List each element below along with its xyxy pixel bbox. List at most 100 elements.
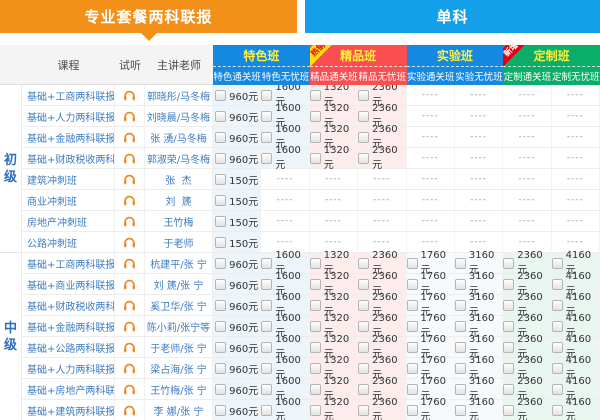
trial-listen-button[interactable] (115, 337, 145, 357)
price-checkbox[interactable] (503, 278, 515, 290)
price-checkbox[interactable] (503, 404, 515, 416)
price-checkbox[interactable] (215, 89, 227, 101)
trial-listen-button[interactable] (115, 169, 145, 189)
price-checkbox[interactable] (358, 362, 370, 374)
price-checkbox[interactable] (215, 173, 227, 185)
price-checkbox[interactable] (551, 362, 563, 374)
course-link[interactable]: 基础+商业两科联报 (22, 274, 115, 294)
course-link[interactable]: 基础+建筑两科联报 (22, 400, 115, 420)
price-checkbox[interactable] (215, 299, 227, 311)
price-checkbox[interactable] (261, 131, 273, 143)
price-checkbox[interactable] (454, 278, 466, 290)
price-checkbox[interactable] (406, 299, 418, 311)
price-checkbox[interactable] (309, 110, 321, 122)
course-link[interactable]: 基础+房地产两科联报 (22, 379, 115, 399)
price-checkbox[interactable] (309, 341, 321, 353)
course-link[interactable]: 基础+公路两科联报 (22, 337, 115, 357)
course-link[interactable]: 基础+财政税收两科联报 (22, 295, 115, 315)
price-checkbox[interactable] (406, 362, 418, 374)
price-checkbox[interactable] (215, 152, 227, 164)
trial-listen-button[interactable] (115, 295, 145, 315)
price-checkbox[interactable] (309, 89, 321, 101)
price-checkbox[interactable] (261, 341, 273, 353)
price-checkbox[interactable] (215, 236, 227, 248)
price-checkbox[interactable] (215, 215, 227, 227)
price-checkbox[interactable] (503, 299, 515, 311)
price-checkbox[interactable] (215, 320, 227, 332)
price-checkbox[interactable] (358, 404, 370, 416)
price-checkbox[interactable] (358, 110, 370, 122)
price-checkbox[interactable] (215, 278, 227, 290)
price-checkbox[interactable] (503, 320, 515, 332)
price-checkbox[interactable] (551, 404, 563, 416)
price-checkbox[interactable] (406, 320, 418, 332)
price-checkbox[interactable] (358, 152, 370, 164)
trial-listen-button[interactable] (115, 274, 145, 294)
price-checkbox[interactable] (454, 383, 466, 395)
trial-listen-button[interactable] (115, 253, 145, 273)
price-checkbox[interactable] (358, 383, 370, 395)
price-checkbox[interactable] (215, 194, 227, 206)
price-checkbox[interactable] (454, 257, 466, 269)
price-checkbox[interactable] (406, 404, 418, 416)
course-link[interactable]: 基础+金融两科联报 (22, 127, 115, 147)
course-link[interactable]: 基础+人力两科联报 (22, 106, 115, 126)
price-checkbox[interactable] (454, 320, 466, 332)
price-checkbox[interactable] (406, 383, 418, 395)
price-checkbox[interactable] (309, 362, 321, 374)
price-checkbox[interactable] (215, 110, 227, 122)
price-checkbox[interactable] (551, 320, 563, 332)
course-link[interactable]: 基础+工商两科联报 (22, 253, 115, 273)
course-link[interactable]: 基础+财政税收两科联报 (22, 148, 115, 168)
price-checkbox[interactable] (215, 404, 227, 416)
price-checkbox[interactable] (261, 320, 273, 332)
price-checkbox[interactable] (551, 383, 563, 395)
price-checkbox[interactable] (503, 383, 515, 395)
price-checkbox[interactable] (358, 89, 370, 101)
trial-listen-button[interactable] (115, 127, 145, 147)
price-checkbox[interactable] (551, 341, 563, 353)
price-checkbox[interactable] (358, 299, 370, 311)
course-link[interactable]: 基础+工商两科联报 (22, 85, 115, 105)
price-checkbox[interactable] (261, 299, 273, 311)
price-checkbox[interactable] (503, 257, 515, 269)
trial-listen-button[interactable] (115, 316, 145, 336)
course-link[interactable]: 基础+金融两科联报 (22, 316, 115, 336)
price-checkbox[interactable] (261, 89, 273, 101)
trial-listen-button[interactable] (115, 358, 145, 378)
price-checkbox[interactable] (261, 362, 273, 374)
trial-listen-button[interactable] (115, 379, 145, 399)
trial-listen-button[interactable] (115, 211, 145, 231)
price-checkbox[interactable] (215, 131, 227, 143)
trial-listen-button[interactable] (115, 148, 145, 168)
trial-listen-button[interactable] (115, 106, 145, 126)
price-checkbox[interactable] (215, 257, 227, 269)
price-checkbox[interactable] (358, 278, 370, 290)
price-checkbox[interactable] (309, 278, 321, 290)
price-checkbox[interactable] (309, 257, 321, 269)
course-link[interactable]: 基础+人力两科联报 (22, 358, 115, 378)
price-checkbox[interactable] (358, 341, 370, 353)
price-checkbox[interactable] (309, 131, 321, 143)
price-checkbox[interactable] (358, 257, 370, 269)
price-checkbox[interactable] (309, 404, 321, 416)
price-checkbox[interactable] (215, 362, 227, 374)
price-checkbox[interactable] (454, 404, 466, 416)
price-checkbox[interactable] (309, 152, 321, 164)
price-checkbox[interactable] (261, 257, 273, 269)
course-link[interactable]: 房地产冲刺班 (22, 211, 115, 231)
tab-single-subject[interactable]: 单科 (305, 0, 600, 33)
price-checkbox[interactable] (503, 341, 515, 353)
price-checkbox[interactable] (358, 320, 370, 332)
price-checkbox[interactable] (406, 341, 418, 353)
price-checkbox[interactable] (551, 278, 563, 290)
tab-two-subject-package[interactable]: 专业套餐两科联报 (0, 0, 297, 41)
price-checkbox[interactable] (406, 257, 418, 269)
price-checkbox[interactable] (406, 278, 418, 290)
price-checkbox[interactable] (309, 299, 321, 311)
price-checkbox[interactable] (358, 131, 370, 143)
price-checkbox[interactable] (309, 383, 321, 395)
price-checkbox[interactable] (215, 341, 227, 353)
price-checkbox[interactable] (261, 278, 273, 290)
price-checkbox[interactable] (454, 299, 466, 311)
